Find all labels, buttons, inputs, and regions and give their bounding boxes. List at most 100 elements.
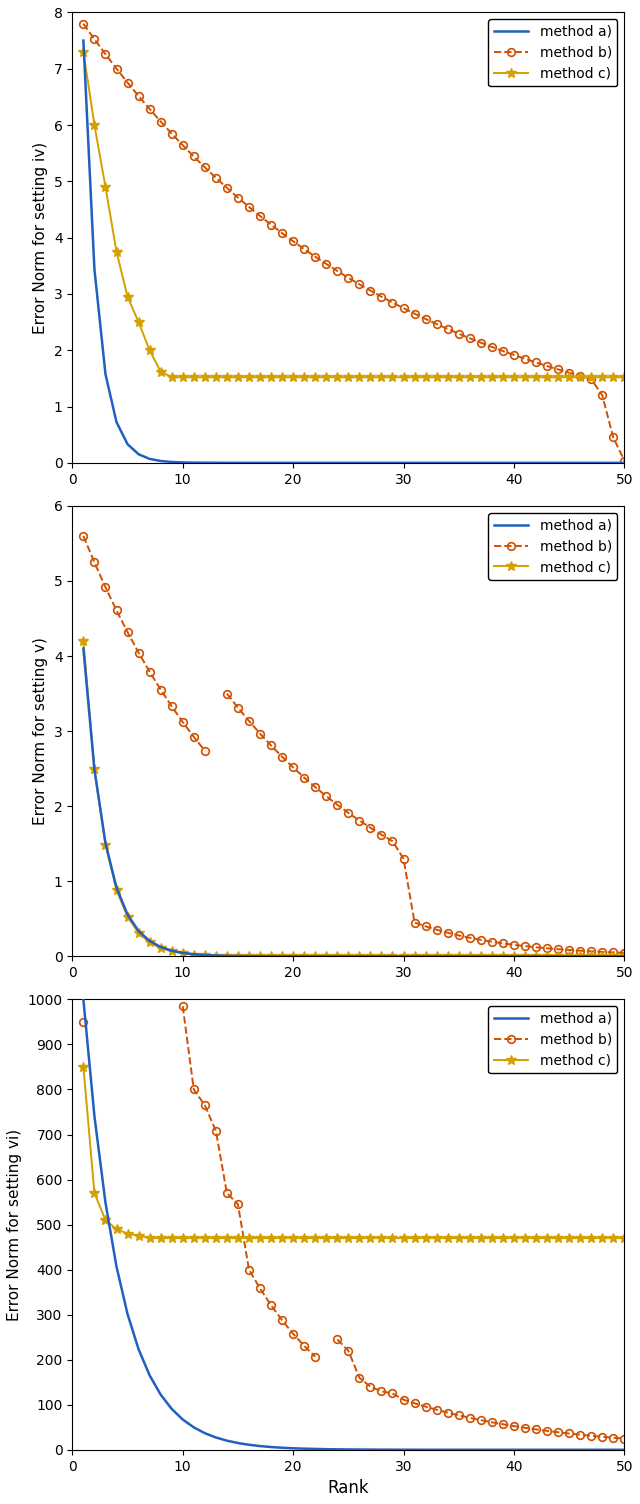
- method b): [102, 45, 109, 63]
- method c): [477, 1229, 484, 1247]
- method a): [124, 435, 131, 453]
- method a): [289, 948, 297, 966]
- method c): [620, 1229, 628, 1247]
- method c): [256, 948, 264, 966]
- method a): [102, 1194, 109, 1212]
- method a): [400, 454, 408, 472]
- method a): [620, 948, 628, 966]
- method c): [212, 946, 220, 964]
- method c): [312, 1229, 319, 1247]
- method a): [521, 1441, 529, 1459]
- method a): [477, 1441, 484, 1459]
- method b): [278, 747, 286, 766]
- method a): [223, 454, 231, 472]
- method b): [510, 935, 518, 954]
- method b): [79, 526, 87, 544]
- method b): [113, 602, 120, 620]
- method b): [543, 356, 551, 374]
- method c): [268, 368, 275, 387]
- method a): [444, 454, 451, 472]
- method a): [532, 454, 540, 472]
- method a): [554, 454, 562, 472]
- method b): [157, 113, 164, 131]
- method a): [510, 948, 518, 966]
- method c): [422, 1229, 429, 1247]
- method a): [510, 1441, 518, 1459]
- method b): [367, 818, 374, 836]
- method a): [588, 1441, 595, 1459]
- method a): [565, 454, 573, 472]
- method c): [79, 1057, 87, 1075]
- method a): [411, 1441, 419, 1459]
- method a): [598, 454, 606, 472]
- method c): [433, 368, 440, 387]
- method a): [135, 445, 143, 463]
- method a): [609, 948, 617, 966]
- method c): [300, 948, 308, 966]
- method b): [300, 1337, 308, 1355]
- method b): [411, 305, 419, 323]
- method a): [212, 1429, 220, 1447]
- method c): [245, 368, 253, 387]
- method a): [135, 922, 143, 940]
- method a): [179, 945, 187, 963]
- method c): [168, 1229, 175, 1247]
- method c): [268, 1229, 275, 1247]
- method c): [146, 934, 154, 952]
- method c): [146, 341, 154, 359]
- method b): [488, 1414, 495, 1432]
- method b): [146, 99, 154, 117]
- method c): [444, 1229, 451, 1247]
- method a): [190, 1418, 198, 1436]
- method c): [146, 1229, 154, 1247]
- method c): [245, 1229, 253, 1247]
- method a): [278, 1439, 286, 1457]
- method a): [300, 948, 308, 966]
- method a): [466, 1441, 474, 1459]
- method a): [378, 948, 385, 966]
- method c): [157, 362, 164, 381]
- method c): [289, 1229, 297, 1247]
- method b): [268, 1296, 275, 1314]
- method c): [157, 938, 164, 957]
- method c): [212, 1229, 220, 1247]
- method b): [532, 938, 540, 957]
- method b): [576, 367, 584, 385]
- method b): [245, 199, 253, 217]
- method a): [532, 1441, 540, 1459]
- method c): [91, 116, 99, 134]
- method b): [488, 338, 495, 356]
- method b): [333, 262, 341, 280]
- method c): [532, 368, 540, 387]
- method a): [223, 1432, 231, 1450]
- Line: method b): method b): [79, 532, 628, 957]
- method a): [268, 1438, 275, 1456]
- method b): [190, 147, 198, 165]
- method a): [565, 948, 573, 966]
- method a): [488, 948, 495, 966]
- method b): [422, 310, 429, 328]
- method b): [400, 1391, 408, 1409]
- method a): [289, 454, 297, 472]
- method b): [499, 341, 507, 359]
- method b): [278, 224, 286, 242]
- method b): [157, 681, 164, 699]
- method a): [201, 454, 209, 472]
- method c): [268, 948, 275, 966]
- method b): [323, 787, 330, 805]
- method a): [212, 454, 220, 472]
- method a): [91, 1107, 99, 1125]
- Line: method b): method b): [79, 1002, 628, 1442]
- method a): [278, 948, 286, 966]
- method a): [146, 932, 154, 951]
- method a): [157, 453, 164, 471]
- method a): [323, 948, 330, 966]
- method b): [466, 329, 474, 347]
- method b): [444, 1403, 451, 1421]
- method b): [477, 931, 484, 949]
- method a): [356, 948, 364, 966]
- method a): [521, 454, 529, 472]
- method c): [91, 1184, 99, 1202]
- method c): [466, 1229, 474, 1247]
- method b): [588, 370, 595, 388]
